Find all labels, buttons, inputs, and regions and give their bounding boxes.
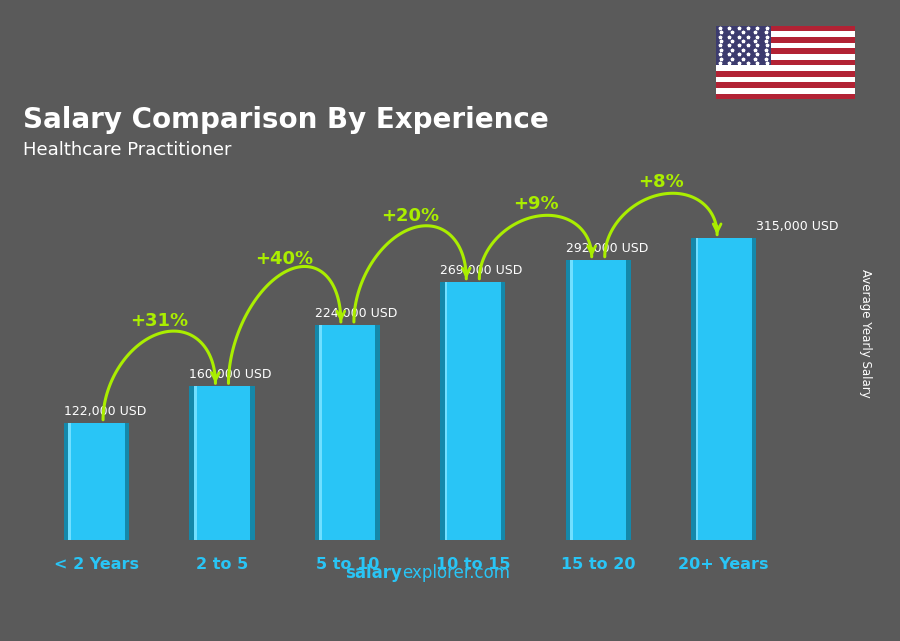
Bar [716, 71, 855, 77]
Bar [716, 26, 771, 65]
Bar [68, 422, 71, 540]
Text: +20%: +20% [381, 207, 439, 225]
Bar [691, 238, 756, 540]
Bar [375, 325, 380, 540]
Bar [315, 325, 380, 540]
Bar [64, 422, 68, 540]
Text: 5 to 10: 5 to 10 [316, 557, 379, 572]
Text: Healthcare Practitioner: Healthcare Practitioner [22, 141, 231, 159]
Bar [716, 31, 855, 37]
Text: Average Yearly Salary: Average Yearly Salary [860, 269, 872, 397]
Bar [716, 26, 855, 31]
Bar [250, 387, 255, 540]
Bar [716, 43, 855, 48]
Bar [571, 260, 572, 540]
Text: Salary Comparison By Experience: Salary Comparison By Experience [22, 106, 549, 134]
Bar [320, 325, 322, 540]
Bar [440, 281, 506, 540]
Text: 15 to 20: 15 to 20 [561, 557, 635, 572]
Text: 122,000 USD: 122,000 USD [64, 405, 147, 418]
Bar [716, 37, 855, 43]
Bar [716, 82, 855, 88]
Text: +31%: +31% [130, 312, 188, 329]
Bar [691, 238, 696, 540]
Bar [716, 65, 855, 71]
Bar [626, 260, 631, 540]
Bar [716, 48, 855, 54]
Text: 315,000 USD: 315,000 USD [756, 220, 839, 233]
Bar [716, 60, 855, 65]
Text: 160,000 USD: 160,000 USD [189, 369, 272, 381]
Bar [194, 387, 196, 540]
Bar [445, 281, 447, 540]
Bar [565, 260, 631, 540]
Bar [716, 77, 855, 82]
Text: +40%: +40% [256, 250, 314, 269]
Text: explorer.com: explorer.com [402, 564, 510, 582]
Bar [716, 54, 855, 60]
Bar [565, 260, 571, 540]
Text: < 2 Years: < 2 Years [54, 557, 139, 572]
Text: +9%: +9% [513, 195, 558, 213]
Text: 292,000 USD: 292,000 USD [565, 242, 648, 255]
Bar [189, 387, 255, 540]
Text: +8%: +8% [638, 172, 684, 190]
Bar [752, 238, 756, 540]
Bar [124, 422, 129, 540]
Bar [315, 325, 320, 540]
Bar [64, 422, 129, 540]
Text: 269,000 USD: 269,000 USD [440, 264, 523, 277]
Bar [696, 238, 698, 540]
Text: 2 to 5: 2 to 5 [196, 557, 248, 572]
Bar [500, 281, 506, 540]
Bar [189, 387, 194, 540]
Text: 10 to 15: 10 to 15 [436, 557, 510, 572]
Text: 224,000 USD: 224,000 USD [315, 307, 397, 320]
Text: salary: salary [346, 564, 402, 582]
Bar [716, 88, 855, 94]
Text: 20+ Years: 20+ Years [679, 557, 769, 572]
Bar [716, 94, 855, 99]
Bar [440, 281, 445, 540]
